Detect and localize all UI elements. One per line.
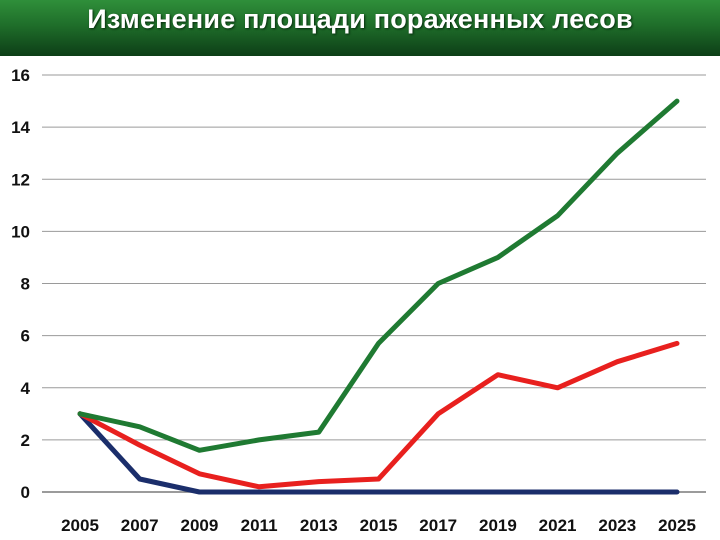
x-tick-label: 2015 — [360, 516, 398, 535]
x-tick-label: 2013 — [300, 516, 338, 535]
x-tick-label: 2011 — [241, 516, 278, 535]
y-tick-label: 10 — [11, 222, 30, 241]
title-banner: Изменение площади пораженных лесов — [0, 0, 720, 56]
page-title: Изменение площади пораженных лесов — [87, 4, 633, 34]
x-tick-label: 2007 — [121, 516, 159, 535]
y-tick-label: 12 — [11, 170, 30, 189]
x-tick-label: 2017 — [419, 516, 457, 535]
x-tick-label: 2025 — [658, 516, 696, 535]
series-line-1 — [77, 98, 680, 453]
series-lines — [77, 98, 680, 495]
x-axis-tick-labels: 2005 2007 2009 2011 2013 2015 2017 2019 2021 2023… — [61, 516, 696, 535]
y-tick-label: 8 — [21, 275, 30, 294]
y-tick-label: 4 — [21, 379, 31, 398]
x-tick-label: 2009 — [180, 516, 218, 535]
y-tick-label: 2 — [21, 431, 30, 450]
x-tick-label: 2019 — [479, 516, 517, 535]
x-tick-label: 2021 — [539, 516, 577, 535]
series-line-2 — [77, 340, 680, 490]
y-tick-label: 0 — [21, 483, 30, 502]
y-tick-label: 16 — [11, 66, 30, 85]
x-tick-label: 2005 — [61, 516, 99, 535]
x-tick-label: 2023 — [598, 516, 636, 535]
series-line-3 — [77, 411, 680, 495]
y-tick-label: 14 — [11, 118, 30, 137]
y-tick-label: 6 — [21, 327, 30, 346]
y-axis-tick-labels: 0 2 4 6 8 10 12 14 16 — [11, 66, 30, 502]
